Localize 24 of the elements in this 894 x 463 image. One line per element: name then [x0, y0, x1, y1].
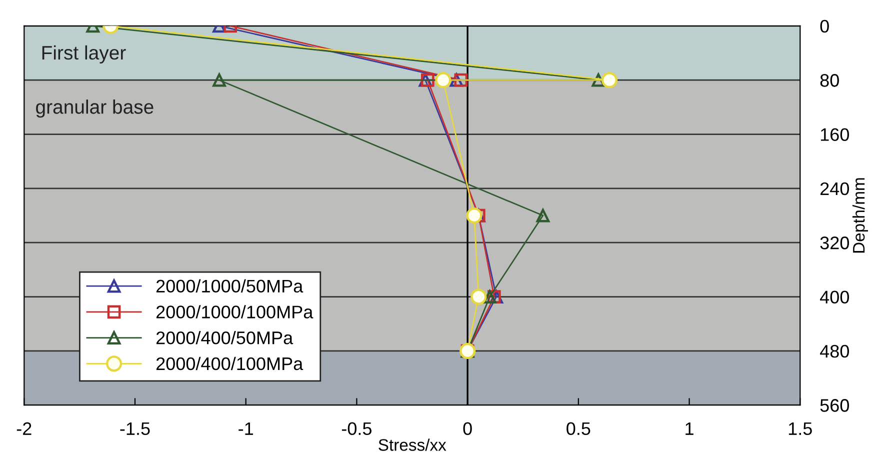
- legend-label: 2000/1000/50MPa: [156, 279, 304, 293]
- y-tick-label: 240: [820, 182, 849, 196]
- legend-label: 2000/400/100MPa: [156, 356, 304, 370]
- x-tick-label: -2: [16, 422, 32, 435]
- y-tick-label: 400: [820, 290, 849, 304]
- y-tick-label: 160: [820, 128, 849, 141]
- y-axis-title: Depth/mm: [852, 178, 868, 253]
- y-tick-label: 560: [820, 399, 849, 412]
- x-tick-label: -0.5: [342, 422, 372, 436]
- x-tick-label: 0: [463, 422, 472, 436]
- x-axis-title: Stress/xx: [378, 438, 446, 451]
- legend-label: 2000/1000/100MPa: [156, 305, 314, 318]
- x-tick-label: -1.5: [120, 422, 150, 436]
- y-tick-label: 480: [820, 344, 849, 358]
- x-tick-label: 1: [686, 422, 694, 435]
- legend-label: 2000/400/50MPa: [156, 331, 294, 344]
- x-tick-label: 1.5: [788, 422, 812, 436]
- x-tick-label: 0.5: [566, 422, 590, 436]
- band-label: First layer: [42, 45, 126, 64]
- band-label: granular base: [36, 100, 154, 118]
- y-tick-label: 0: [820, 20, 829, 33]
- x-tick-label: -1: [238, 422, 253, 435]
- y-tick-label: 80: [820, 74, 839, 87]
- y-tick-label: 320: [820, 236, 849, 250]
